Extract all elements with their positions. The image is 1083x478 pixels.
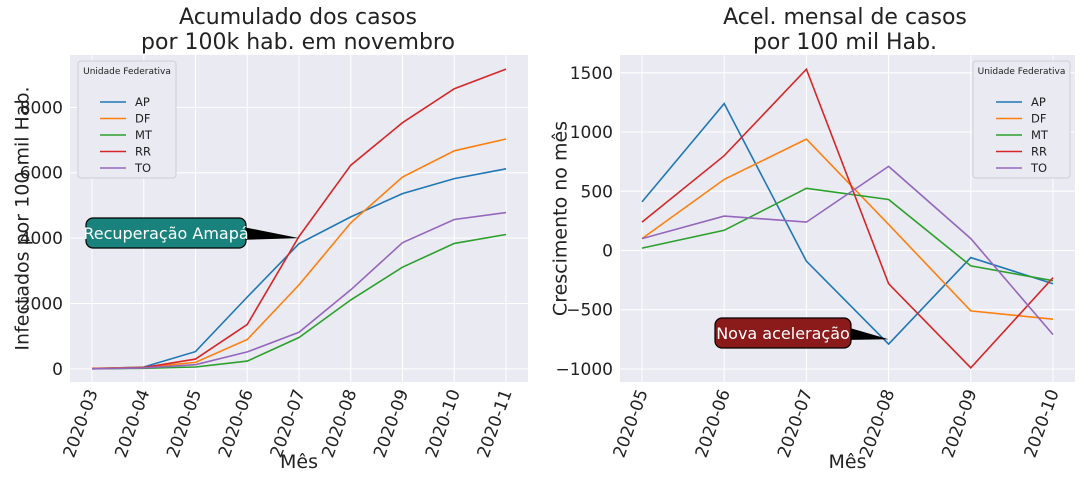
legend-title-right: Unidade Federativa: [978, 67, 1066, 77]
annotation-arrow-right: [843, 326, 889, 340]
series-line-rr: [91, 68, 507, 370]
y-tick-label: 4000: [20, 229, 63, 249]
chart-monthly-acceleration: 2020-05 2020-06 2020-07 2020-08 2020-09 2020-…: [550, 5, 1075, 473]
x-tick-label: 2020-08: [856, 387, 899, 461]
y-axis-label-right: Crescimento no mês: [550, 121, 572, 316]
x-tick-label: 2020-10: [1021, 387, 1064, 461]
x-tick-label: 2020-04: [111, 387, 154, 461]
x-tick-label: 2020-05: [163, 387, 206, 461]
series-line-df: [91, 138, 507, 370]
legend-label-rr: RR: [135, 145, 151, 159]
legend-label-mt: MT: [1031, 128, 1049, 142]
x-tick-label: 2020-09: [370, 387, 413, 461]
x-ticks-left: 2020-03 2020-04 2020-05 2020-06 2020-07 2020-…: [60, 387, 517, 461]
y-tick-label: −500: [566, 301, 613, 321]
legend-label-ap: AP: [135, 95, 150, 109]
y-axis-label-left: Infectados por 100 mil Hab.: [12, 86, 34, 350]
annotation-text-left: Recuperação Amapá: [83, 224, 248, 243]
title-right-line1: Acel. mensal de casos: [723, 5, 967, 30]
series-line-ap: [641, 102, 1054, 346]
x-tick-label: 2020-09: [938, 387, 981, 461]
y-tick-label: 6000: [20, 164, 63, 184]
title-right-line2: por 100 mil Hab.: [753, 30, 937, 55]
series-line-to: [91, 211, 507, 370]
annotation-text-right: Nova aceleração: [716, 324, 850, 343]
x-tick-label: 2020-08: [318, 387, 361, 461]
legend-label-to: TO: [1030, 161, 1047, 175]
x-axis-label-left: Mês: [280, 451, 318, 473]
y-tick-label: 2000: [20, 295, 63, 315]
legend-box-right: [972, 60, 1071, 179]
x-ticks-right: 2020-05 2020-06 2020-07 2020-08 2020-09 2020-…: [610, 387, 1064, 461]
title-left-line1: Acumulado dos casos: [179, 5, 417, 30]
annotation-right: Nova aceleração: [714, 317, 889, 349]
x-tick-label: 2020-05: [610, 387, 653, 461]
x-tick-label: 2020-06: [692, 387, 735, 461]
legend-title-left: Unidade Federativa: [83, 67, 171, 77]
chart-cumulative-cases: 2020-03 2020-04 2020-05 2020-06 2020-07 2020-…: [12, 5, 528, 473]
y-tick-label: 0: [52, 360, 63, 380]
x-axis-label-right: Mês: [829, 451, 867, 473]
legend-label-to: TO: [134, 161, 151, 175]
legend-right: Unidade Federativa AP DF MT RR TO: [972, 60, 1071, 179]
title-left-line2: por 100k hab. em novembro: [141, 30, 455, 55]
x-tick-label: 2020-10: [422, 387, 465, 461]
legend-label-rr: RR: [1031, 145, 1047, 159]
series-line-to: [641, 165, 1054, 336]
annotation-box-right: [714, 317, 852, 349]
x-tick-label: 2020-03: [60, 387, 103, 461]
series-line-df: [641, 138, 1054, 320]
annotation-left: Recuperação Amapá: [83, 217, 299, 249]
annotation-box-left: [85, 217, 247, 249]
series-lines-left: [91, 68, 507, 370]
y-ticks-right: −1000 −500 0 500 1000 1500: [555, 64, 613, 380]
y-tick-label: 1000: [570, 123, 613, 143]
legend-label-df: DF: [135, 112, 150, 126]
x-tick-label: 2020-06: [215, 387, 258, 461]
x-tick-label: 2020-07: [267, 387, 310, 461]
y-tick-label: −1000: [555, 360, 613, 380]
legend-label-ap: AP: [1031, 95, 1046, 109]
y-tick-label: 500: [581, 182, 613, 202]
series-lines-right: [641, 67, 1054, 369]
legend-left: Unidade Federativa AP DF MT RR TO: [77, 60, 177, 179]
x-tick-label: 2020-11: [474, 387, 517, 461]
y-ticks-left: 0 2000 4000 6000 8000: [20, 98, 63, 380]
series-line-mt: [91, 233, 507, 370]
y-tick-label: 0: [602, 241, 613, 261]
legend-label-mt: MT: [135, 128, 153, 142]
series-line-ap: [91, 168, 507, 370]
legend-box-left: [77, 60, 177, 179]
x-tick-label: 2020-07: [774, 387, 817, 461]
annotation-arrow-left: [238, 226, 299, 240]
series-line-rr: [641, 67, 1054, 369]
y-tick-label: 8000: [20, 98, 63, 118]
legend-label-df: DF: [1031, 112, 1046, 126]
y-tick-label: 1500: [570, 64, 613, 84]
